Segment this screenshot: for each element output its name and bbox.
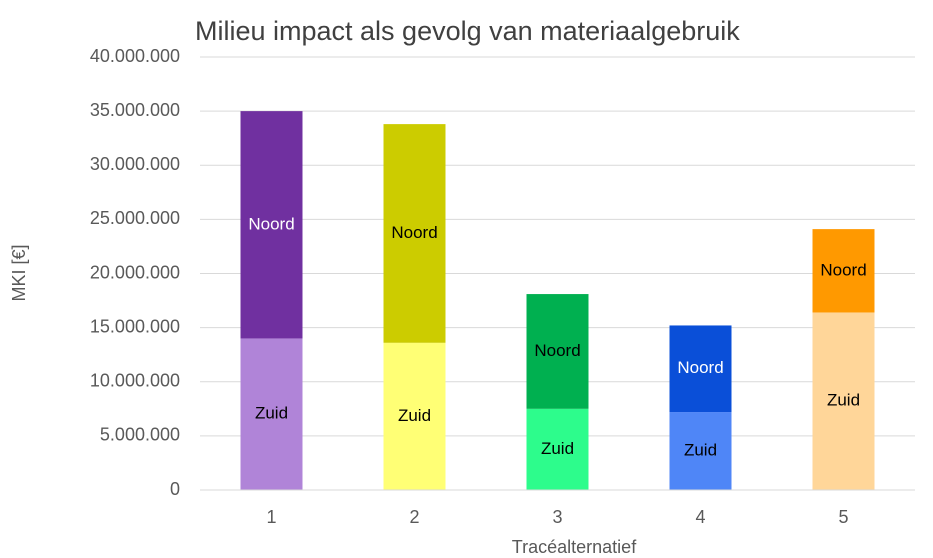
x-tick-label: 3	[552, 507, 562, 527]
x-axis-label: Tracéalternatief	[512, 537, 637, 557]
segment-label: Zuid	[398, 406, 431, 425]
segment-label: Zuid	[255, 404, 288, 423]
bar-segment	[383, 342, 446, 490]
segment-label: Zuid	[827, 391, 860, 410]
segment-label: Noord	[534, 341, 580, 360]
y-tick-label: 40.000.000	[90, 46, 180, 66]
y-tick-label: 10.000.000	[90, 371, 180, 391]
segment-label: Noord	[820, 260, 866, 279]
segment-label: Zuid	[541, 439, 574, 458]
chart-title: Milieu impact als gevolg van materiaalge…	[195, 16, 740, 46]
x-tick-label: 2	[409, 507, 419, 527]
bar-segment	[812, 229, 875, 313]
bar-segment	[526, 294, 589, 409]
x-tick-label: 1	[266, 507, 276, 527]
x-tick-label: 5	[838, 507, 848, 527]
segment-label: Noord	[391, 223, 437, 242]
segment-label: Noord	[248, 214, 294, 233]
bar-segment	[669, 325, 732, 413]
y-tick-label: 5.000.000	[100, 425, 180, 445]
y-tick-label: 30.000.000	[90, 154, 180, 174]
y-tick-label: 20.000.000	[90, 262, 180, 282]
bar-segment	[526, 408, 589, 490]
bar-segment	[240, 111, 303, 339]
bar-segment	[383, 124, 446, 343]
y-tick-label: 35.000.000	[90, 100, 180, 120]
y-tick-label: 0	[170, 479, 180, 499]
y-axis-label: MKI [€]	[9, 244, 29, 301]
bar-segment	[240, 338, 303, 490]
y-tick-label: 15.000.000	[90, 316, 180, 336]
x-tick-label: 4	[695, 507, 705, 527]
bar-segment	[812, 312, 875, 490]
bar-segment	[669, 412, 732, 490]
segment-label: Zuid	[684, 441, 717, 460]
y-tick-label: 25.000.000	[90, 208, 180, 228]
segment-label: Noord	[677, 358, 723, 377]
